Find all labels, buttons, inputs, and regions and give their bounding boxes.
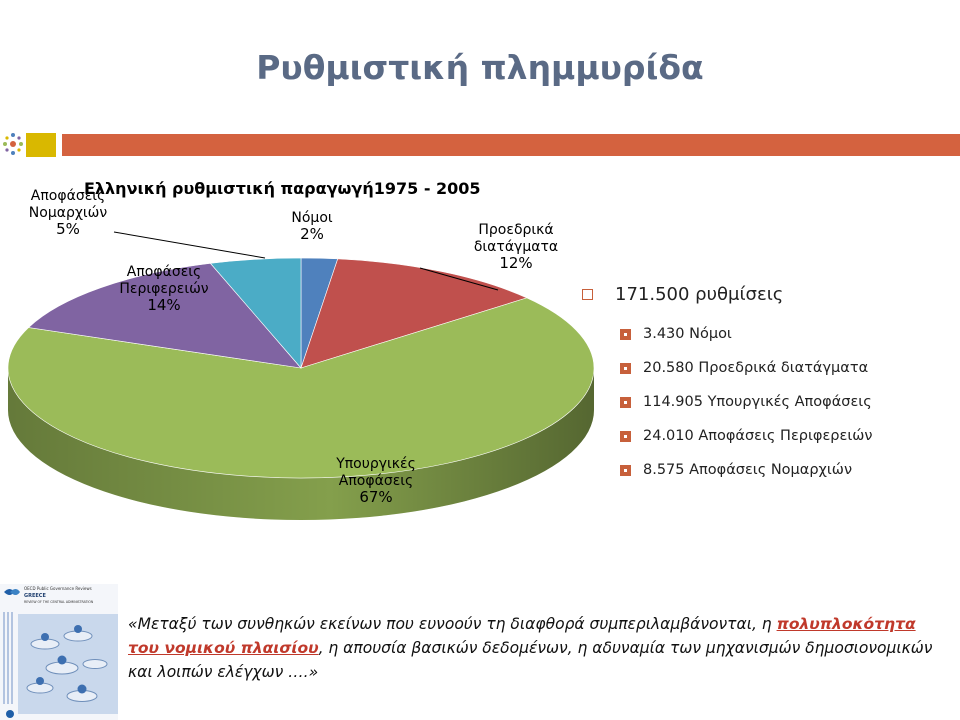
slice-name-label: διατάγματα (474, 239, 558, 255)
oecd-cover-image: OECD Public Governance Reviews GREECE RE… (0, 584, 118, 720)
slice-name-label: Περιφερειών (119, 281, 208, 297)
oecd-cover-line3: REVIEW OF THE CENTRAL ADMINISTRATION (24, 600, 94, 604)
logo-dots-icon (3, 133, 23, 155)
quote-after: , η απουσία βασικών δεδομένων, η αδυναμί… (128, 639, 933, 681)
slice-name-label: Αποφάσεις (31, 188, 105, 204)
summary-item-text: 24.010 Αποφάσεις Περιφερειών (643, 428, 873, 444)
square-bullet-icon (620, 328, 631, 340)
slice-percent-label: 14% (147, 296, 180, 314)
summary-item-text: 8.575 Αποφάσεις Νομαρχιών (643, 462, 853, 478)
slice-name-label: Νόμοι (291, 210, 333, 226)
header-accent-bar (62, 134, 960, 156)
slice-percent-label: 67% (359, 488, 392, 506)
square-bullet-icon (620, 396, 631, 408)
slice-percent-label: 5% (56, 220, 80, 238)
summary-total-text: 171.500 ρυθμίσεις (615, 284, 784, 305)
summary-item: 24.010 Αποφάσεις Περιφερειών (620, 419, 952, 453)
label-leader-line (113, 231, 266, 259)
pie-slice-5 (209, 257, 302, 369)
oecd-cover-line2: GREECE (24, 593, 46, 599)
slice-label-1: Νόμοι 2% (291, 210, 333, 243)
slice-name-label: Υπουργικές (335, 456, 416, 472)
oecd-cover-line1: OECD Public Governance Reviews (24, 586, 92, 591)
slice-name-label: Αποφάσεις (339, 473, 413, 489)
quote-text: «Μεταξύ των συνθηκών εκείνων που ευνοούν… (128, 612, 948, 684)
square-bullet-icon (620, 362, 631, 374)
slice-name-label: Προεδρικά (478, 222, 553, 238)
slide-title: Ρυθμιστική πλημμυρίδα (256, 48, 704, 87)
pie-slice-side-shade (8, 368, 594, 520)
quote-highlight: πολυπλοκότητα του νομικού πλαισίου (128, 615, 916, 657)
slice-label-2: Προεδρικά διατάγματα 12% (474, 222, 558, 272)
slice-percent-label: 2% (300, 225, 324, 243)
summary-total: 171.500 ρυθμίσεις (582, 284, 952, 305)
summary-item: 20.580 Προεδρικά διατάγματα (620, 351, 952, 385)
slice-name-label: Νομαρχιών (29, 205, 108, 221)
label-leader-line (419, 267, 499, 291)
summary-item-text: 114.905 Υπουργικές Αποφάσεις (643, 394, 872, 410)
square-bullet-icon (620, 464, 631, 476)
summary-item-text: 3.430 Νόμοι (643, 326, 732, 342)
slice-label-5: Αποφάσεις Νομαρχιών 5% (29, 188, 108, 238)
slice-percent-label: 12% (499, 254, 532, 272)
chart-title: Ελληνική ρυθμιστική παραγωγή1975 - 2005 (84, 179, 481, 198)
summary-item: 3.430 Νόμοι (620, 317, 952, 351)
summary-item: 114.905 Υπουργικές Αποφάσεις (620, 385, 952, 419)
square-bullet-icon (582, 289, 593, 300)
oecd-report-cover: OECD Public Governance Reviews GREECE RE… (0, 584, 118, 720)
summary-item: 8.575 Αποφάσεις Νομαρχιών (620, 453, 952, 487)
slice-label-3: Υπουργικές Αποφάσεις 67% (335, 456, 416, 506)
slice-label-4: Αποφάσεις Περιφερειών 14% (119, 264, 208, 314)
square-bullet-icon (620, 430, 631, 442)
pie-slice-3 (7, 297, 595, 479)
pie-slice-2 (300, 258, 528, 369)
summary-item-text: 20.580 Προεδρικά διατάγματα (643, 360, 869, 376)
summary-panel: 171.500 ρυθμίσεις 3.430 Νόμοι 20.580 Προ… (582, 284, 952, 487)
header-accent-yellow (26, 133, 56, 157)
summary-list: 3.430 Νόμοι 20.580 Προεδρικά διατάγματα … (620, 317, 952, 487)
pie-chart: Ελληνική ρυθμιστική παραγωγή1975 - 2005 … (7, 179, 595, 520)
quote-before: «Μεταξύ των συνθηκών εκείνων που ευνοούν… (128, 615, 777, 633)
slice-name-label: Αποφάσεις (127, 264, 201, 280)
